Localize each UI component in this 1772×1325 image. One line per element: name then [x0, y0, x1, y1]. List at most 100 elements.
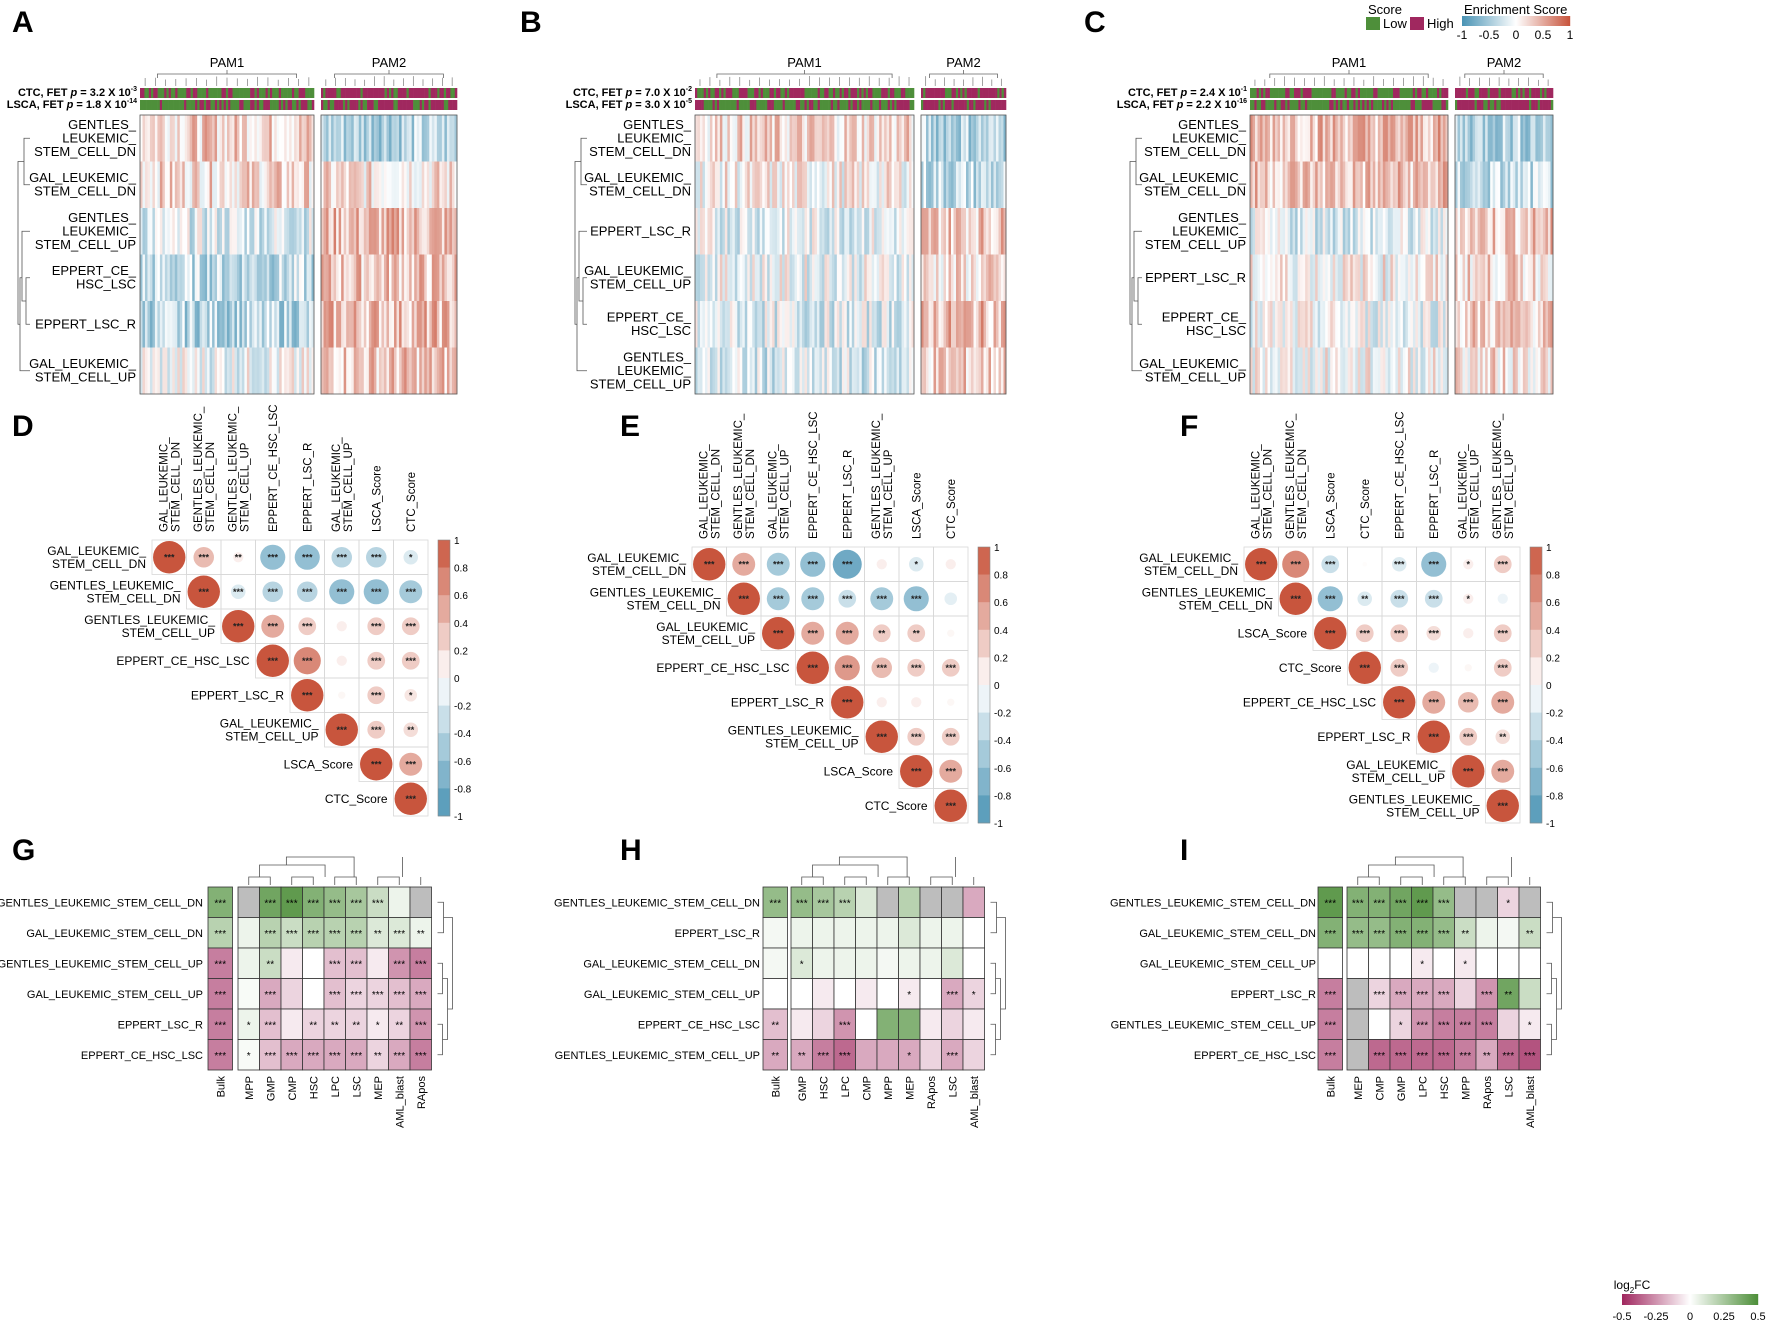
heatmap-cell [794, 161, 798, 209]
annotation-stripe [786, 88, 790, 98]
heatmap-cell [301, 254, 305, 302]
annotation-stripe [419, 100, 423, 110]
heatmap-cell [406, 347, 410, 395]
heatmap-cell [426, 115, 430, 162]
heatmap-cell [757, 347, 761, 395]
heatmap-cell [416, 161, 420, 209]
annotation-stripe [228, 88, 231, 98]
annotation-stripe [758, 88, 761, 98]
log2fc-colorbar-cell [1711, 1294, 1713, 1305]
panel-letter-G: G [12, 834, 35, 867]
heatmap-cell [236, 347, 240, 395]
significance-label: *** [1428, 594, 1439, 604]
correlogram-cell [933, 788, 969, 824]
heatmap-cell [1292, 301, 1296, 348]
heatmap-cell [1377, 161, 1381, 209]
heatmap-cell [1260, 208, 1263, 255]
heatmap-cell [256, 347, 260, 395]
heatmap-cell [1272, 161, 1276, 209]
enrichment-legend-title: Enrichment Score [1464, 2, 1567, 17]
de-cell [941, 947, 964, 979]
heatmap-cell [767, 115, 770, 162]
heatmap-cell [978, 208, 982, 255]
annotation-stripe [852, 88, 856, 98]
heatmap-cell [1337, 347, 1341, 395]
log2fc-colorbar-cell [1747, 1294, 1749, 1305]
correlation-circle [1355, 624, 1374, 643]
column-dendrogram [248, 856, 422, 885]
heatmap-cell [1275, 347, 1278, 395]
heatmap-cell [814, 115, 818, 162]
annotation-stripe [861, 88, 864, 98]
heatmap-cell [754, 115, 758, 162]
heatmap-cell [244, 254, 248, 302]
annotation-stripe [140, 100, 143, 110]
colorbar-cell [1530, 795, 1542, 824]
heatmap-cell [1455, 347, 1458, 395]
heatmap-cell [737, 161, 741, 209]
annotation-stripe [329, 100, 333, 110]
heatmap-cell [861, 254, 865, 302]
enrichment-colorbar-cell [1491, 16, 1493, 26]
annotation-stripe [410, 100, 414, 110]
heatmap-cell [866, 115, 870, 162]
heatmap-cell [436, 161, 440, 209]
heatmap-cell [923, 347, 927, 395]
heatmap-cell [234, 301, 238, 348]
heatmap-cell [1372, 161, 1376, 209]
heatmap-cell [816, 301, 820, 348]
heatmap-cell [811, 254, 815, 302]
column-label: RApos [416, 1076, 428, 1110]
annotation-stripe [813, 100, 816, 110]
row-label: EPPERT_CE_HSC_LSC [656, 661, 790, 675]
row-label: GAL_LEUKEMIC_STEM_CELL_DN [26, 928, 203, 940]
heatmap-cell [1412, 347, 1416, 395]
row-label: GAL_LEUKEMIC_STEM_CELL_UP [1140, 958, 1316, 970]
heatmap-cell [799, 301, 803, 348]
heatmap-cell [351, 301, 355, 348]
annotation-stripe [428, 100, 431, 110]
heatmap-cell [769, 254, 773, 302]
annotation-stripe [1333, 88, 1337, 98]
heatmap-cell [704, 161, 708, 209]
enrichment-colorbar-cell [1523, 16, 1525, 26]
log2fc-colorbar-cell [1725, 1294, 1727, 1305]
column-dendrogram-pam1-top [716, 70, 893, 78]
significance-label: * [1399, 1020, 1403, 1031]
heatmap-cell [341, 301, 344, 348]
heatmap-cell [1542, 208, 1546, 255]
heatmap-cell [909, 161, 912, 209]
heatmap-cell [1527, 301, 1531, 348]
heatmap-cell [1495, 254, 1499, 302]
heatmap-cell [454, 301, 458, 348]
heatmap-cell [1477, 115, 1481, 162]
heatmap-cell [179, 161, 183, 209]
enrichment-colorbar-cell [1552, 16, 1554, 26]
heatmap-cell [284, 254, 287, 302]
heatmap-cell [177, 254, 181, 302]
correlation-circle [871, 657, 893, 679]
heatmap-cell [824, 161, 828, 209]
annotation-stripe [947, 100, 950, 110]
heatmap-cell [246, 347, 250, 395]
heatmap-cell [1547, 301, 1551, 348]
heatmap-cell [1300, 347, 1303, 395]
colorbar-tick: 0.4 [454, 619, 468, 630]
annotation-stripe [1382, 88, 1385, 98]
heatmap-cell [321, 347, 324, 395]
heatmap-cell [1385, 301, 1389, 348]
annotation-stripe [384, 88, 388, 98]
heatmap-cell [836, 301, 840, 348]
heatmap-cell [167, 301, 171, 348]
annotation-stripe [1515, 88, 1519, 98]
heatmap-cell [358, 161, 362, 209]
heatmap-cell [149, 301, 153, 348]
annotation-stripe [1474, 88, 1478, 98]
significance-label: *** [842, 663, 853, 673]
log2fc-colorbar-cell [1691, 1294, 1693, 1305]
heatmap-cell [1277, 254, 1281, 302]
enrichment-colorbar-cell [1565, 16, 1567, 26]
heatmap-cell [246, 254, 250, 302]
row-dendrogram [1129, 137, 1142, 372]
heatmap-cell [1520, 347, 1524, 395]
